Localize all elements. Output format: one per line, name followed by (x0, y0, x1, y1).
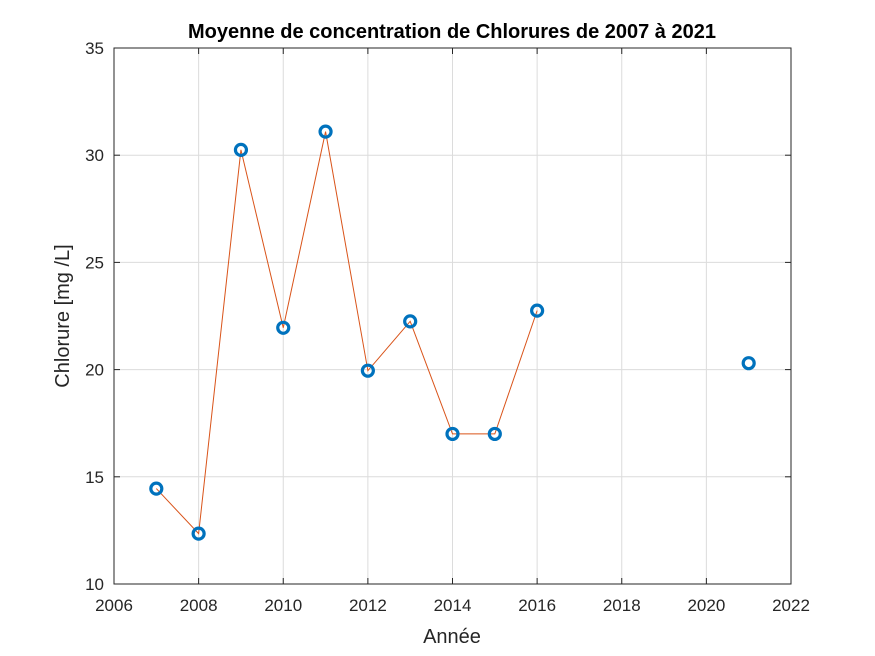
data-point-marker (741, 356, 756, 371)
x-tick-label: 2006 (95, 596, 133, 615)
tick-labels: 2006 2008 2010 2012 2014 2016 2018 2020 2022 10 15… (85, 39, 810, 615)
y-axis-label: Chlorure [mg /L] (52, 244, 74, 387)
data-point-marker (276, 320, 291, 335)
series-line (155, 131, 538, 535)
data-point-marker (530, 303, 545, 318)
data-point-marker (360, 363, 375, 378)
x-tick-label: 2016 (518, 596, 556, 615)
axes (113, 47, 792, 585)
x-tick-label: 2014 (434, 596, 472, 615)
chart-title: Moyenne de concentration de Chlorures de… (188, 21, 716, 43)
data-point-marker (233, 142, 249, 157)
y-tick-label: 10 (85, 575, 104, 594)
x-tick-label: 2018 (603, 596, 641, 615)
x-tick-label: 2010 (264, 596, 302, 615)
x-tick-label: 2008 (180, 596, 218, 615)
data-point-marker (149, 481, 164, 496)
y-tick-label: 15 (85, 468, 104, 487)
x-axis-label: Année (423, 626, 481, 648)
x-tick-label: 2020 (687, 596, 725, 615)
data-point-marker (445, 426, 460, 442)
data-point-marker (403, 314, 418, 329)
y-tick-label: 20 (85, 361, 104, 380)
x-tick-label: 2022 (772, 596, 810, 615)
data-point-marker (318, 124, 333, 139)
y-tick-label: 25 (85, 253, 104, 272)
x-tick-label: 2012 (349, 596, 387, 615)
data-point-marker (487, 426, 502, 442)
data-series (149, 124, 756, 541)
data-point-marker (191, 526, 206, 541)
y-tick-label: 35 (85, 39, 104, 58)
y-tick-label: 30 (85, 146, 104, 165)
